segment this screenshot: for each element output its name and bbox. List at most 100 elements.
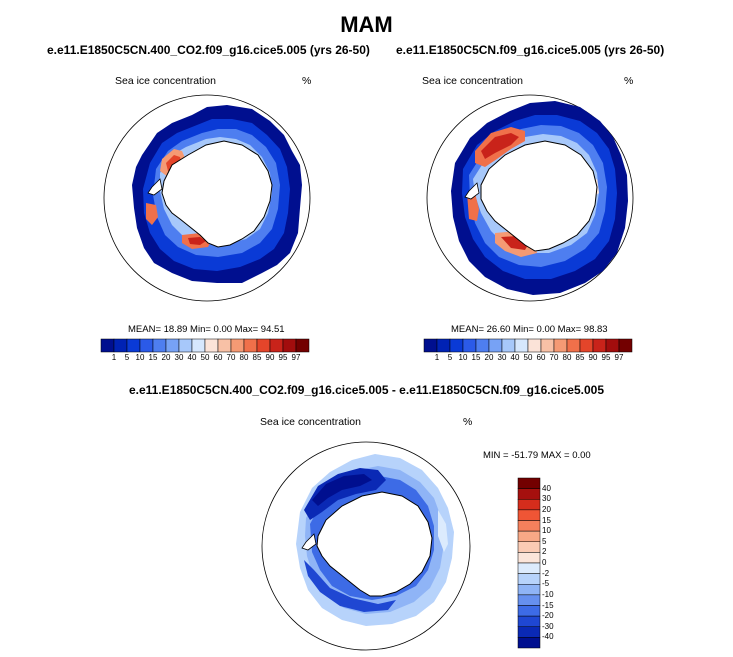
panel2-colorbar-swatch [488,338,503,353]
panel2-colorbar-swatch [566,338,581,353]
panel1-colorbar-swatch [191,338,206,353]
panel1-colorbar-tick-label: 20 [161,353,171,362]
panel1-colorbar-tick-label: 97 [291,353,301,362]
difference-colorbar-swatch [517,584,541,596]
panel2-units-label: % [624,75,634,87]
difference-colorbar-tick-label: -15 [542,600,554,610]
panel2-colorbar-tick-label: 97 [614,353,624,362]
panel1-colorbar-tick-label: 10 [135,353,145,362]
panel2-colorbar-swatch [475,338,490,353]
difference-stats: MIN = -51.79 MAX = 0.00 [483,450,591,461]
difference-colorbar-swatch [517,626,541,638]
panel1-colorbar-tick-label: 60 [213,353,223,362]
panel2-stats: MEAN= 26.60 Min= 0.00 Max= 98.83 [451,324,608,335]
panel2-colorbar-tick-label: 90 [588,353,598,362]
difference-variable-label: Sea ice concentration [260,416,361,428]
panel1-colorbar-swatch [152,338,167,353]
panel2-colorbar-tick-label: 20 [484,353,494,362]
panel1-colorbar-swatch [295,338,310,353]
panel1-colorbar-swatch [178,338,193,353]
panel1-colorbar-swatch [100,338,115,353]
panel2-colorbar-tick-label: 30 [497,353,507,362]
panel1-map [103,94,311,302]
panel2-colorbar-swatch [618,338,633,353]
difference-colorbar-tick-label: -5 [542,579,550,589]
panel2-colorbar-tick-label: 5 [447,353,453,362]
difference-colorbar-swatch [517,520,541,532]
difference-colorbar-swatch [517,552,541,564]
difference-colorbar-tick-label: -30 [542,621,554,631]
panel1-peninsula [147,178,163,196]
panel2-colorbar [423,338,633,353]
panel1-colorbar-swatch [243,338,258,353]
panel2-colorbar-tick-label: 70 [549,353,559,362]
panel2-variable-label: Sea ice concentration [422,75,523,87]
panel1-colorbar-swatch [126,338,141,353]
panel2-colorbar-swatch [423,338,438,353]
panel1-colorbar-swatch [269,338,284,353]
panel1-colorbar [100,338,310,353]
difference-colorbar-tick-label: 10 [542,526,551,536]
panel2-colorbar-tick-label: 80 [562,353,572,362]
difference-colorbar-tick-label: 5 [542,536,547,546]
difference-colorbar-tick-label: 15 [542,515,551,525]
panel2-colorbar-tick-label: 1 [434,353,440,362]
panel2-colorbar-swatch [579,338,594,353]
panel2-colorbar-swatch [514,338,529,353]
difference-colorbar-swatch [517,541,541,553]
panel2-colorbar-swatch [449,338,464,353]
panel1-colorbar-swatch [217,338,232,353]
difference-colorbar-swatch [517,530,541,542]
panel2-colorbar-tick-label: 60 [536,353,546,362]
panel1-colorbar-swatch [230,338,245,353]
difference-colorbar-swatch [517,509,541,521]
panel2-colorbar-tick-label: 10 [458,353,468,362]
panel2-colorbar-swatch [605,338,620,353]
figure-title: MAM [340,12,393,37]
panel1-colorbar-tick-label: 40 [187,353,197,362]
panel2-antarctica [480,140,598,252]
panel2-colorbar-swatch [592,338,607,353]
panel1-colorbar-swatch [282,338,297,353]
difference-peninsula [301,533,317,551]
difference-units-label: % [463,416,473,428]
panel1-colorbar-tick-label: 50 [200,353,210,362]
panel1-colorbar-tick-label: 30 [174,353,184,362]
difference-title: e.e11.E1850C5CN.400_CO2.f09_g16.cice5.00… [128,383,604,397]
panel1-colorbar-swatch [139,338,154,353]
panel1-colorbar-tick-label: 95 [278,353,288,362]
panel1-colorbar-tick-label: 85 [252,353,262,362]
difference-colorbar [517,477,541,649]
difference-antarctica [316,491,433,597]
panel1-colorbar-tick-label: 80 [239,353,249,362]
difference-colorbar-tick-label: 2 [542,547,547,557]
panel2-map [426,94,634,302]
difference-colorbar-swatch [517,477,541,489]
panel1-variable-label: Sea ice concentration [115,75,216,87]
panel2-colorbar-swatch [501,338,516,353]
panel2-colorbar-tick-label: 95 [601,353,611,362]
difference-colorbar-tick-label: 0 [542,558,547,567]
panel1-colorbar-tick-label: 90 [265,353,275,362]
panel1-colorbar-tick-label: 15 [148,353,158,362]
panel2-colorbar-swatch [540,338,555,353]
panel2-colorbar-swatch [527,338,542,353]
difference-colorbar-swatch [517,594,541,606]
panel1-colorbar-tick-label: 1 [111,353,117,362]
panel2-colorbar-swatch [553,338,568,353]
difference-colorbar-tick-label: -20 [542,611,554,621]
difference-colorbar-tick-label: 30 [542,494,551,504]
difference-colorbar-swatch [517,562,541,574]
panel2-colorbar-tick-label: 15 [471,353,481,362]
panel1-colorbar-swatch [113,338,128,353]
difference-colorbar-tick-label: -2 [542,568,550,578]
panel2-peninsula [464,182,480,200]
difference-colorbar-swatch [517,605,541,617]
difference-colorbar-swatch [517,488,541,500]
difference-colorbar-swatch [517,499,541,511]
difference-colorbar-swatch [517,573,541,585]
difference-colorbar-swatch [517,615,541,627]
difference-colorbar-tick-label: -10 [542,589,554,599]
difference-colorbar-tick-label: 20 [542,504,551,514]
panel1-colorbar-swatch [204,338,219,353]
